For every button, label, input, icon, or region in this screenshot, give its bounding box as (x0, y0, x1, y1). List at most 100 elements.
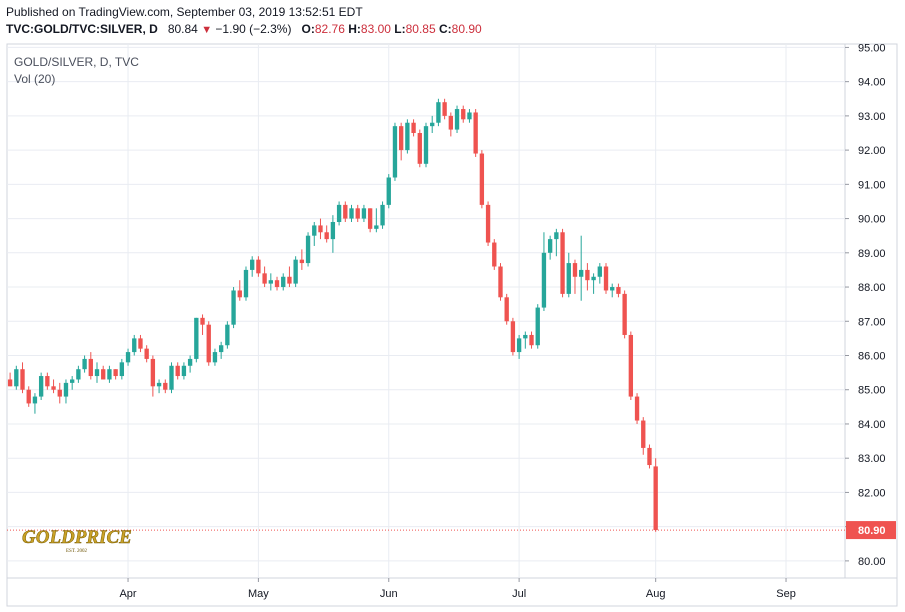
candle (169, 362, 174, 394)
candle (349, 204, 354, 222)
candle (634, 393, 640, 424)
y-tick-label: 94.00 (858, 77, 886, 89)
candle-body (516, 338, 522, 353)
candle (597, 263, 602, 284)
candle (436, 98, 441, 127)
candle (355, 204, 360, 222)
candle (430, 115, 435, 133)
candle-body (212, 352, 218, 363)
candle (268, 273, 273, 291)
candle (516, 334, 522, 359)
high-label: H: (348, 22, 361, 36)
candle-body (634, 396, 640, 421)
candle (330, 215, 336, 253)
low-value: 80.85 (405, 22, 436, 36)
candle-body (163, 382, 168, 390)
series-legend[interactable]: GOLD/SILVER, D, TVC (14, 55, 139, 69)
candle (417, 129, 422, 168)
candle (156, 379, 162, 394)
candle-body (305, 235, 311, 264)
candle (523, 331, 528, 349)
candle-body (175, 365, 180, 377)
y-tick-label: 91.00 (858, 179, 886, 191)
candle (467, 109, 472, 123)
candle-body (349, 208, 354, 219)
candle-body (367, 208, 373, 229)
candle-body (268, 280, 273, 284)
volume-legend[interactable]: Vol (20) (14, 72, 56, 86)
candle (181, 362, 187, 380)
candle-body (250, 259, 255, 270)
candle-body (156, 382, 162, 387)
candle-body (38, 376, 44, 397)
last-price-tag-label: 80.90 (858, 525, 886, 537)
candle-body (138, 338, 143, 349)
candle-body (169, 365, 174, 390)
candle-body (442, 102, 447, 116)
candle-body (32, 396, 38, 404)
candle-body (398, 126, 404, 151)
x-tick-label: Aug (646, 588, 666, 600)
candle (243, 266, 249, 301)
candle-body (560, 232, 565, 294)
candle (603, 263, 609, 294)
candle (94, 362, 100, 383)
candle-body (200, 317, 205, 325)
open-value: 82.76 (314, 22, 345, 36)
candle-body (554, 232, 559, 240)
candle (628, 331, 634, 400)
candle (113, 369, 118, 380)
candle (485, 201, 491, 246)
candle-body (181, 365, 187, 377)
candle (63, 379, 69, 404)
candle-body (63, 382, 69, 397)
candle-body (423, 126, 429, 164)
svg-text:GOLDPRICE: GOLDPRICE (22, 527, 132, 548)
candle (343, 201, 348, 222)
candle-body (101, 369, 106, 380)
candle (281, 273, 286, 291)
y-tick-label: 89.00 (858, 248, 886, 260)
quote-line: TVC:GOLD/TVC:SILVER, D 80.84 ▼ −1.90 (−2… (6, 21, 482, 39)
candle-body (293, 259, 298, 284)
candle (405, 119, 410, 154)
candle (132, 334, 137, 356)
candle-body (529, 334, 534, 346)
candle-body (547, 239, 553, 253)
candle (293, 256, 298, 288)
candle-body (411, 122, 416, 133)
candle (535, 304, 540, 349)
candle (622, 290, 627, 339)
candle (206, 321, 211, 366)
candle (218, 341, 224, 359)
candle (200, 314, 205, 335)
candle (250, 256, 255, 277)
candle (448, 112, 454, 137)
candle (45, 372, 50, 390)
candle-body (392, 126, 398, 178)
candle (101, 365, 106, 380)
candle-body (70, 379, 75, 383)
candle (374, 208, 379, 233)
candle-body (454, 109, 460, 130)
candle (7, 372, 13, 387)
candle-body (467, 112, 472, 120)
candle (361, 204, 367, 222)
time-axis[interactable] (6, 577, 898, 607)
candle-body (281, 276, 286, 288)
candle (547, 235, 553, 260)
candle-body (566, 263, 571, 294)
candle-body (473, 112, 478, 154)
candle-body (324, 232, 329, 240)
candle-body (461, 109, 466, 120)
candle-body (355, 208, 360, 219)
y-tick-label: 84.00 (858, 419, 886, 431)
candle (14, 365, 19, 390)
candle-body (243, 269, 249, 298)
candle-body (287, 276, 292, 284)
candle (76, 365, 81, 383)
candle (231, 287, 236, 329)
candle-body (312, 225, 317, 236)
y-tick-label: 80.00 (858, 556, 886, 568)
